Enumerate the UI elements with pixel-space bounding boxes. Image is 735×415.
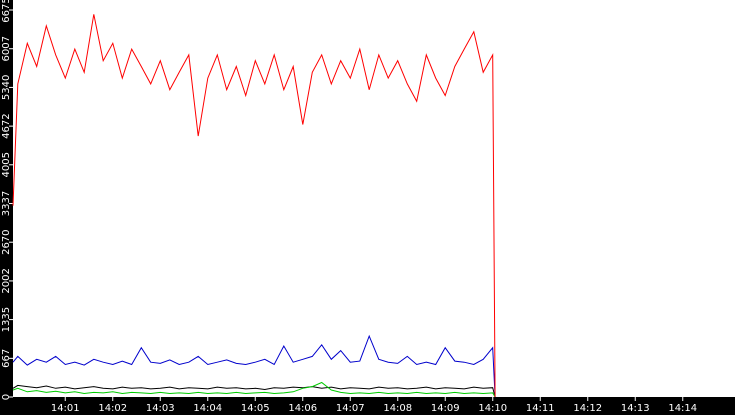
- x-tick-label: 14:02: [98, 403, 127, 414]
- x-tick-label: 14:10: [478, 403, 507, 414]
- series-line: [12, 381, 496, 398]
- x-tick-label: 14:08: [383, 403, 412, 414]
- y-tick-label: 4672: [1, 113, 12, 138]
- x-tick-label: 14:05: [241, 403, 270, 414]
- series-line: [12, 334, 496, 398]
- y-tick-label: 0: [1, 394, 12, 400]
- x-tick-label: 14:03: [146, 403, 175, 414]
- x-tick-label: 14:13: [621, 403, 650, 414]
- y-tick-label: 6675: [1, 0, 12, 23]
- y-tick-label: 3337: [1, 191, 12, 216]
- y-tick-label: 5340: [1, 75, 12, 100]
- y-tick-label: 6007: [1, 36, 12, 61]
- x-tick-label: 14:14: [668, 403, 697, 414]
- y-tick-label: 2670: [1, 229, 12, 254]
- x-tick-label: 14:01: [51, 403, 80, 414]
- x-tick-label: 14:06: [288, 403, 317, 414]
- y-tick-label: 1335: [1, 307, 12, 332]
- x-axis-strip: [0, 397, 735, 415]
- series-line: [12, 384, 496, 398]
- series-line: [12, 14, 496, 398]
- x-tick-label: 14:11: [526, 403, 555, 414]
- y-tick-label: 4005: [1, 152, 12, 177]
- x-tick-label: 14:07: [336, 403, 365, 414]
- y-axis-strip: [0, 0, 13, 415]
- y-tick-label: 2002: [1, 268, 12, 293]
- x-tick-label: 14:04: [193, 403, 222, 414]
- y-tick-label: 667: [1, 349, 12, 368]
- x-tick-label: 14:09: [431, 403, 460, 414]
- x-tick-label: 14:12: [573, 403, 602, 414]
